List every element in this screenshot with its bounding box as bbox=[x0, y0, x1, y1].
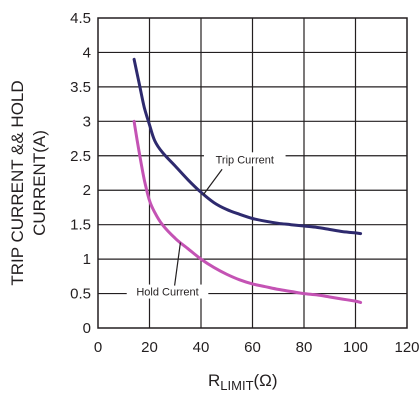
tick-labels: 0 20 40 60 80 100 120 0 0.5 1 1.5 2 2.5 3 3.5 4 4.5 bbox=[70, 10, 419, 356]
x-axis-title-sub: LIMIT bbox=[220, 378, 253, 393]
annotation: Hold Current bbox=[126, 242, 209, 299]
annotation-background bbox=[126, 284, 209, 299]
trip-current-line bbox=[132, 57, 363, 236]
x-tick-label: 100 bbox=[343, 339, 368, 356]
x-axis-title: RLIMIT(Ω) bbox=[208, 371, 278, 393]
x-tick-label: 80 bbox=[296, 339, 313, 356]
y-axis-title-line2: CURRENT(A) bbox=[30, 130, 49, 236]
annotation: Trip Current bbox=[203, 152, 286, 195]
annotation-leader bbox=[174, 242, 181, 286]
x-axis-title-unit: (Ω) bbox=[254, 371, 278, 390]
x-tick-label: 20 bbox=[141, 339, 158, 356]
x-axis-title-main: R bbox=[208, 371, 220, 390]
x-tick-label: 0 bbox=[94, 339, 102, 356]
annotation-label: Trip Current bbox=[216, 154, 274, 166]
x-tick-label: 120 bbox=[394, 339, 419, 356]
y-tick-label: 4 bbox=[83, 44, 91, 61]
y-tick-label: 3 bbox=[83, 113, 91, 130]
annotation-leader bbox=[203, 168, 223, 195]
hold-current-line bbox=[132, 119, 363, 304]
x-tick-label: 40 bbox=[193, 339, 210, 356]
annotation-label: Hold Current bbox=[136, 287, 198, 299]
y-axis-title-line1: TRIP CURRENT && HOLD bbox=[8, 80, 27, 285]
annotation-background bbox=[203, 152, 286, 167]
y-tick-label: 0 bbox=[83, 320, 91, 337]
y-tick-label: 1 bbox=[83, 251, 91, 268]
y-tick-label: 1.5 bbox=[70, 217, 91, 234]
x-tick-label: 60 bbox=[244, 339, 261, 356]
y-tick-label: 4.5 bbox=[70, 10, 91, 27]
y-tick-label: 0.5 bbox=[70, 286, 91, 303]
y-tick-label: 2 bbox=[83, 182, 91, 199]
annotations: Trip Current Hold Current bbox=[126, 152, 286, 299]
series-layer bbox=[132, 57, 363, 304]
y-tick-label: 2.5 bbox=[70, 148, 91, 165]
y-tick-label: 3.5 bbox=[70, 79, 91, 96]
plot-frame bbox=[97, 17, 408, 329]
